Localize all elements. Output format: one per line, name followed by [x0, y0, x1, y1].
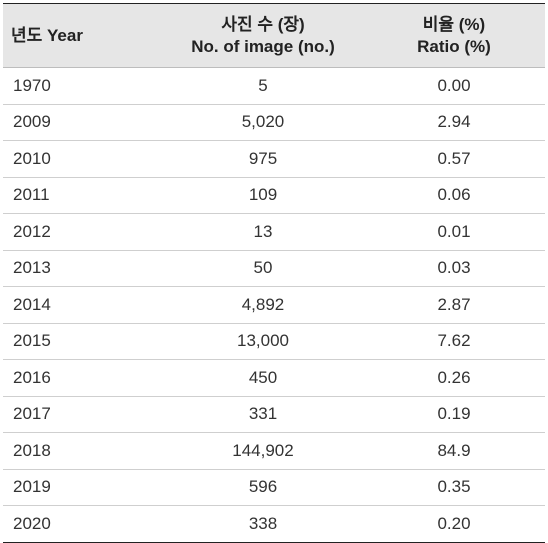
cell-year: 2019 [13, 477, 51, 497]
cell-year: 2010 [13, 148, 51, 168]
cell-year: 2012 [13, 221, 51, 241]
cell-ratio: 0.01 [437, 221, 471, 241]
cell-ratio: 0.26 [437, 367, 471, 387]
cell-year: 2011 [13, 185, 50, 205]
header-image-count-ko: 사진 수 (장) [221, 14, 305, 34]
table-row: 2019 596 0.35 [3, 470, 545, 506]
table-row: 2016 450 0.26 [3, 360, 545, 397]
table-row: 2013 50 0.03 [3, 251, 545, 287]
table-row: 1970 5 0.00 [3, 68, 545, 105]
cell-ratio: 7.62 [437, 331, 471, 351]
table-row: 2017 331 0.19 [3, 397, 545, 433]
header-ratio-ko: 비율 (%) [422, 14, 486, 34]
cell-ratio: 0.19 [437, 404, 471, 424]
cell-ratio: 0.00 [437, 75, 471, 95]
table-row: 2012 13 0.01 [3, 214, 545, 251]
cell-ratio: 0.06 [437, 185, 471, 205]
cell-ratio: 0.03 [437, 258, 471, 278]
cell-image-count: 13,000 [237, 331, 289, 351]
cell-ratio: 2.94 [437, 112, 471, 132]
table-row: 2020 338 0.20 [3, 506, 545, 542]
cell-image-count: 4,892 [241, 294, 285, 314]
cell-image-count: 338 [248, 513, 278, 533]
cell-ratio: 84.9 [437, 440, 471, 460]
header-ratio: 비율 (%) Ratio (%) [363, 14, 545, 58]
cell-ratio: 0.35 [437, 477, 471, 497]
table-row: 2011 109 0.06 [3, 178, 545, 214]
cell-year: 2018 [13, 440, 51, 460]
table-header: 년도 Year 사진 수 (장) No. of image (no.) 비율 (… [3, 4, 545, 68]
cell-ratio: 2.87 [437, 294, 471, 314]
cell-year: 2013 [13, 258, 51, 278]
table-row: 2010 975 0.57 [3, 141, 545, 178]
cell-ratio: 0.57 [437, 148, 471, 168]
table-row: 2018 144,902 84.9 [3, 433, 545, 470]
header-image-count-en: No. of image (no.) [191, 36, 335, 56]
cell-image-count: 109 [248, 185, 278, 205]
table-row: 2014 4,892 2.87 [3, 287, 545, 324]
cell-image-count: 331 [248, 404, 278, 424]
table-row: 2009 5,020 2.94 [3, 105, 545, 141]
cell-image-count: 144,902 [232, 440, 294, 460]
cell-image-count: 13 [253, 221, 273, 241]
data-table: 년도 Year 사진 수 (장) No. of image (no.) 비율 (… [3, 3, 545, 543]
cell-year: 2015 [13, 331, 51, 351]
cell-year: 2016 [13, 367, 51, 387]
header-ratio-en: Ratio (%) [417, 36, 491, 56]
cell-year: 2017 [13, 404, 51, 424]
cell-image-count: 975 [248, 148, 278, 168]
cell-image-count: 5 [258, 75, 268, 95]
header-image-count: 사진 수 (장) No. of image (no.) [163, 14, 363, 58]
cell-image-count: 596 [248, 477, 278, 497]
cell-image-count: 5,020 [241, 112, 285, 132]
cell-year: 2014 [13, 294, 51, 314]
cell-year: 2020 [13, 513, 51, 533]
cell-year: 1970 [13, 75, 51, 95]
cell-ratio: 0.20 [437, 513, 471, 533]
cell-year: 2009 [13, 112, 51, 132]
header-year: 년도 Year [11, 25, 83, 45]
cell-image-count: 50 [253, 258, 273, 278]
cell-image-count: 450 [248, 367, 278, 387]
table-row: 2015 13,000 7.62 [3, 324, 545, 360]
